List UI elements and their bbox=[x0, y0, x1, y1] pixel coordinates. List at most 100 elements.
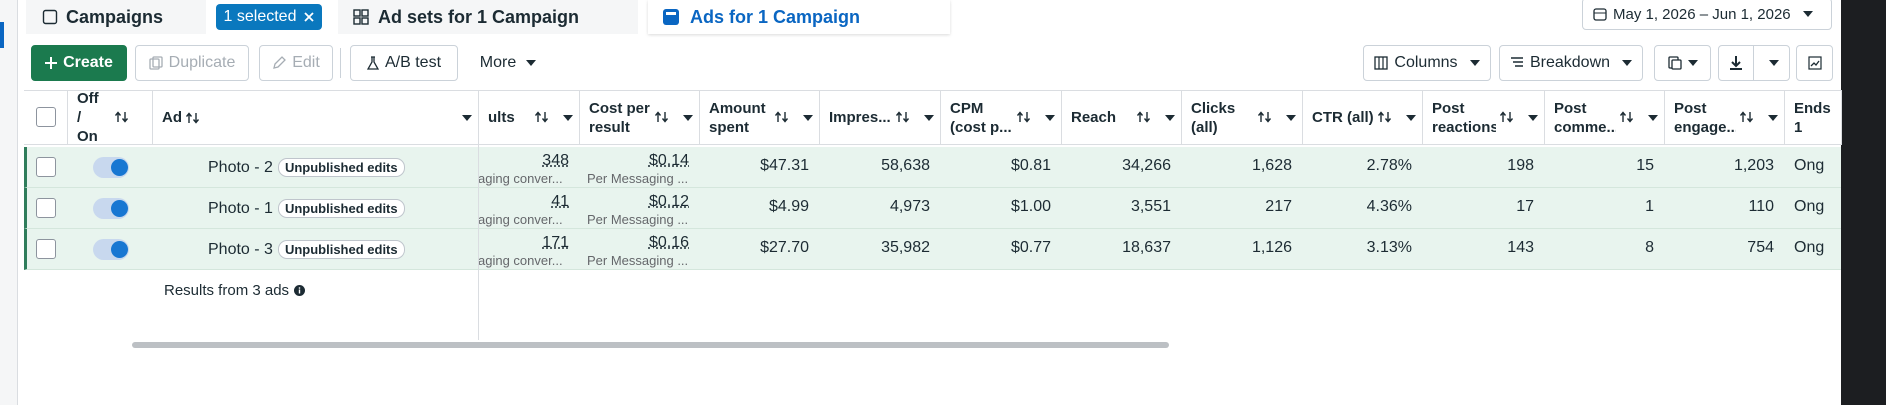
ad-name-cell[interactable]: Photo - 1 Unpublished edits bbox=[208, 188, 405, 229]
metric-value: 348 bbox=[542, 152, 569, 169]
right-edge bbox=[1841, 0, 1886, 405]
metric-value: 18,637 bbox=[1122, 239, 1171, 256]
split bbox=[1753, 46, 1754, 80]
ad-name: Photo - 2 bbox=[208, 158, 273, 176]
ad-name: Photo - 1 bbox=[208, 199, 273, 217]
column-label-text: CTR (all) bbox=[1312, 109, 1374, 126]
sidebar bbox=[0, 0, 18, 405]
column-header[interactable]: Ad bbox=[152, 90, 478, 145]
icon bbox=[42, 9, 58, 25]
column-divider bbox=[152, 90, 153, 145]
column-header[interactable]: CPM (cost p... bbox=[940, 90, 1061, 145]
columns-button[interactable]: Columns bbox=[1363, 45, 1491, 81]
metric-value: 1,203 bbox=[1733, 157, 1774, 174]
icon bbox=[1500, 111, 1514, 123]
ad-name-cell[interactable]: Photo - 2 Unpublished edits bbox=[208, 147, 405, 188]
tab-ads[interactable]: Ads for 1 Campaign bbox=[648, 0, 950, 34]
caret bbox=[1286, 115, 1296, 121]
metric-value: 754 bbox=[1747, 239, 1774, 256]
column-label: Off / On bbox=[77, 90, 105, 145]
column-header[interactable]: Post engage... bbox=[1664, 90, 1784, 145]
label: Create bbox=[63, 54, 113, 71]
icon bbox=[115, 111, 129, 123]
column-divider bbox=[1181, 90, 1182, 145]
metric-value: $0.14 bbox=[648, 152, 689, 169]
tab-ad-sets[interactable]: Ad sets for 1 Campaign bbox=[338, 0, 638, 34]
icon bbox=[1374, 56, 1389, 70]
label: Columns bbox=[1394, 54, 1458, 71]
column-label-text: Ends 1 bbox=[1794, 99, 1831, 136]
column-header[interactable]: Ends 1 bbox=[1784, 90, 1841, 145]
column-header[interactable]: Cost per result bbox=[579, 90, 699, 145]
header-checkbox[interactable] bbox=[36, 107, 56, 127]
icon bbox=[655, 111, 669, 123]
metric-value: 2.78% bbox=[1366, 157, 1412, 174]
edit-badge: Unpublished edits bbox=[277, 158, 405, 177]
chart-button[interactable] bbox=[1796, 45, 1833, 81]
edit-button[interactable]: Edit bbox=[259, 45, 333, 81]
scrollbar[interactable] bbox=[132, 342, 1169, 348]
breakdown-button[interactable]: Breakdown bbox=[1499, 45, 1643, 81]
row-checkbox[interactable] bbox=[36, 198, 56, 218]
create-button[interactable]: Create bbox=[31, 45, 127, 81]
icon bbox=[294, 284, 306, 296]
caret bbox=[1769, 60, 1779, 66]
date-range[interactable]: May 1, 2026 – Jun 1, 2026 bbox=[1582, 0, 1832, 30]
ad-name: Photo - 3 bbox=[208, 240, 273, 258]
row-checkbox[interactable] bbox=[36, 157, 56, 177]
selected-pill[interactable]: 1 selected bbox=[216, 4, 322, 30]
metric-value: $47.31 bbox=[760, 157, 809, 174]
tab-campaigns[interactable]: Campaigns bbox=[26, 0, 206, 34]
caret bbox=[1648, 115, 1658, 121]
column-header[interactable]: Amount spent bbox=[699, 90, 819, 145]
column-header[interactable]: Post comme... bbox=[1544, 90, 1664, 145]
export-button[interactable] bbox=[1718, 45, 1790, 81]
column-divider bbox=[1841, 90, 1842, 145]
label: Duplicate bbox=[168, 54, 236, 71]
column-divider bbox=[1061, 90, 1062, 145]
icon bbox=[1510, 56, 1524, 70]
metric-value: 143 bbox=[1507, 239, 1534, 256]
column-label-text: Reach bbox=[1071, 109, 1117, 126]
column-header[interactable]: Impres... bbox=[819, 90, 940, 145]
metric-value: $27.70 bbox=[760, 239, 809, 256]
ab-test-button[interactable]: A/B test bbox=[350, 45, 458, 81]
toggle[interactable] bbox=[93, 239, 129, 260]
column-header[interactable]: Reach bbox=[1061, 90, 1181, 145]
column-label: Reach bbox=[1071, 90, 1133, 145]
reports-button[interactable] bbox=[1654, 45, 1711, 81]
icon bbox=[1137, 111, 1151, 123]
toggle[interactable] bbox=[93, 198, 129, 219]
toggle[interactable] bbox=[93, 157, 129, 178]
metric-sub: Per Messaging ... bbox=[587, 212, 689, 227]
column-header[interactable]: ults bbox=[478, 90, 579, 145]
metric-value: 1,126 bbox=[1251, 239, 1292, 256]
row-checkbox[interactable] bbox=[36, 239, 56, 259]
metric-value: 8 bbox=[1645, 239, 1654, 256]
column-divider bbox=[1302, 90, 1303, 145]
tab-label: Ads for 1 Campaign bbox=[690, 6, 861, 27]
icon bbox=[1807, 56, 1822, 70]
column-label: CTR (all) bbox=[1312, 90, 1374, 145]
caret bbox=[1469, 60, 1480, 66]
column-header[interactable]: Post reactions bbox=[1422, 90, 1544, 145]
metric-value: $4.99 bbox=[768, 198, 809, 215]
icon bbox=[1729, 55, 1743, 71]
label: Edit bbox=[292, 54, 320, 71]
ad-name-cell[interactable]: Photo - 3 Unpublished edits bbox=[208, 229, 405, 270]
column-label: Cost per result bbox=[589, 90, 651, 145]
column-label: Ad bbox=[162, 90, 362, 145]
metric-value: 15 bbox=[1636, 157, 1654, 174]
column-label: ults bbox=[488, 90, 531, 145]
column-divider bbox=[819, 90, 820, 145]
column-header[interactable]: CTR (all) bbox=[1302, 90, 1422, 145]
column-header[interactable]: Off / On bbox=[67, 90, 152, 145]
selected-label: 1 selected bbox=[223, 8, 297, 25]
metric-value: $0.81 bbox=[1010, 157, 1051, 174]
metric-sub: Per Messaging ... bbox=[587, 171, 689, 186]
icon bbox=[1258, 111, 1272, 123]
more-button[interactable]: More bbox=[469, 45, 547, 81]
metric-sub: aging conver... bbox=[478, 212, 563, 227]
column-header[interactable]: Clicks (all) bbox=[1181, 90, 1302, 145]
duplicate-button[interactable]: Duplicate bbox=[135, 45, 249, 81]
